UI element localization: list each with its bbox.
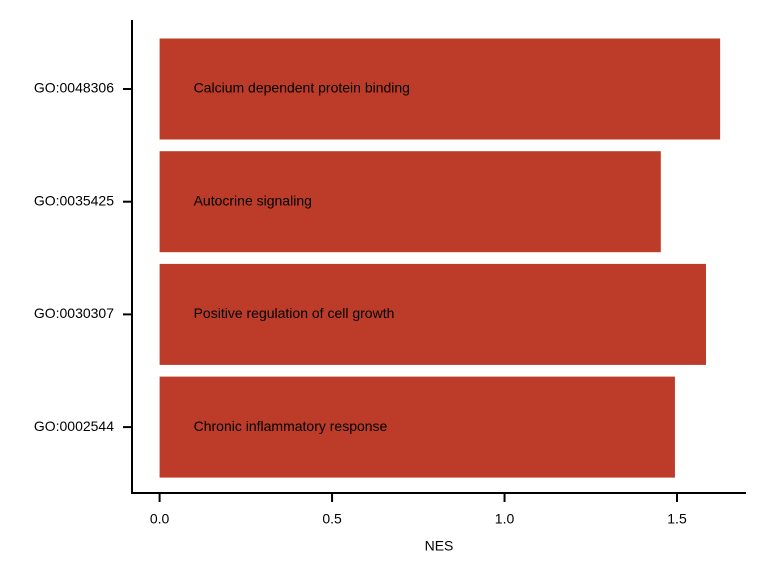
y-tick-label: GO:0002544	[34, 418, 114, 434]
bar-label: Calcium dependent protein binding	[194, 80, 410, 96]
y-tick-label: GO:0035425	[34, 192, 114, 208]
x-tick-label: 0.5	[322, 511, 342, 527]
bar-label: Positive regulation of cell growth	[194, 305, 395, 321]
x-axis-label: NES	[425, 538, 454, 554]
bar-label: Autocrine signaling	[194, 192, 312, 208]
bar	[159, 263, 706, 365]
x-tick-label: 1.5	[667, 511, 687, 527]
bar	[159, 376, 675, 478]
y-tick-label: GO:0030307	[34, 305, 114, 321]
bar	[159, 151, 661, 253]
x-tick-label: 1.0	[495, 511, 515, 527]
y-tick-label: GO:0048306	[34, 80, 114, 96]
x-tick-label: 0.0	[150, 511, 170, 527]
bar	[159, 38, 721, 140]
bar-label: Chronic inflammatory response	[194, 418, 388, 434]
